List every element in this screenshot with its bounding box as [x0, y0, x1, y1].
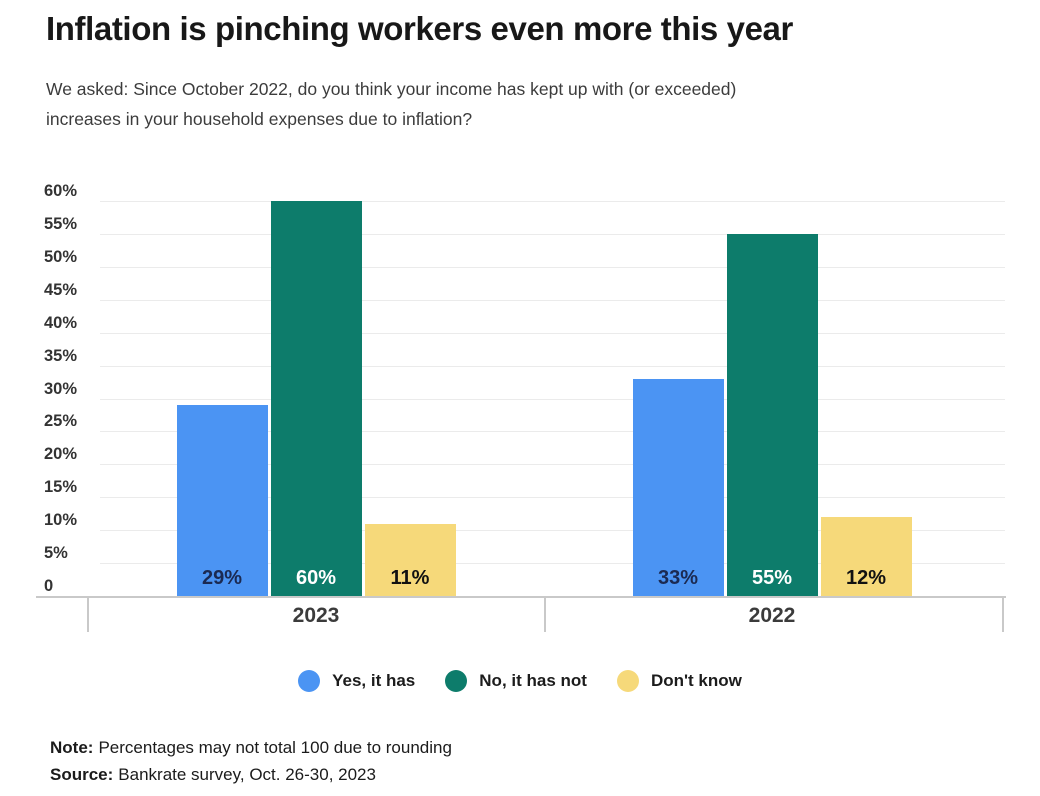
y-axis-tick-label: 5%	[44, 544, 68, 563]
source: Source: Bankrate survey, Oct. 26-30, 2023	[50, 761, 376, 788]
bar-value-label: 12%	[845, 567, 887, 589]
source-text: Bankrate survey, Oct. 26-30, 2023	[118, 765, 376, 784]
y-axis-tick-label: 15%	[44, 478, 78, 497]
source-label: Source:	[50, 765, 114, 784]
legend-item: Yes, it has	[298, 670, 415, 692]
gridline	[100, 332, 1005, 334]
gridline	[100, 233, 1005, 235]
note-text: Percentages may not total 100 due to rou…	[98, 738, 452, 757]
gridline	[100, 365, 1005, 367]
x-axis-tick	[87, 596, 89, 632]
legend-label: Don't know	[650, 671, 742, 690]
bar-2022-don-t-know: 12%	[820, 517, 912, 596]
bar-value-label: 33%	[657, 567, 699, 589]
bar-2022-yes-it-has: 33%	[632, 378, 724, 596]
legend-item: Don't know	[616, 670, 742, 692]
gridline	[100, 530, 1005, 532]
bar-value-label: 60%	[295, 567, 337, 589]
legend-label: No, it has not	[479, 671, 587, 690]
x-axis-tick	[544, 596, 546, 632]
y-axis-tick-label: 55%	[44, 214, 78, 233]
x-axis-tick	[1002, 596, 1004, 632]
bar-value-label: 29%	[201, 566, 243, 589]
note: Note: Percentages may not total 100 due t…	[50, 734, 452, 761]
legend-item: No, it has not	[445, 670, 587, 692]
bar-value-label: 11%	[390, 566, 430, 589]
x-axis-category-label: 2022	[748, 604, 796, 627]
note-label: Note:	[50, 738, 94, 757]
y-axis-tick-label: 10%	[44, 511, 78, 530]
legend-swatch-icon	[445, 670, 468, 692]
y-axis-tick-label: 35%	[44, 346, 78, 365]
gridline	[100, 563, 1005, 565]
bar-2023-no-it-has-not: 60%	[270, 201, 362, 596]
gridline	[100, 398, 1005, 400]
gridline	[100, 464, 1005, 466]
gridline	[100, 497, 1005, 499]
chart-subtitle: We asked: Since October 2022, do you thi…	[46, 79, 737, 129]
legend-label: Yes, it has	[332, 671, 416, 690]
legend-swatch-icon	[616, 670, 639, 692]
y-axis-tick-label: 40%	[44, 313, 78, 332]
legend-swatch-icon	[298, 670, 321, 692]
chart-title: Inflation is pinching workers even more …	[46, 10, 793, 47]
x-axis-category-label: 2023	[292, 604, 340, 627]
gridline	[100, 201, 1005, 202]
y-axis-tick-label: 50%	[44, 247, 78, 266]
y-axis-tick-label: 0	[44, 577, 54, 595]
bar-2023-yes-it-has: 29%	[176, 405, 268, 596]
y-axis-tick-label: 45%	[44, 280, 78, 299]
legend: Yes, it has No, it has not Don't know	[0, 670, 1040, 692]
y-axis-tick-label: 30%	[44, 379, 78, 398]
gridline	[100, 266, 1005, 268]
x-axis-line	[36, 596, 1006, 598]
y-axis-tick-label: 25%	[44, 412, 78, 431]
gridline	[100, 299, 1005, 301]
bar-2022-no-it-has-not: 55%	[726, 233, 818, 596]
y-axis-tick-label: 20%	[44, 445, 78, 464]
y-axis-tick-label: 60%	[44, 182, 78, 200]
bar-2023-don-t-know: 11%	[364, 523, 456, 596]
bar-value-label: 55%	[751, 566, 793, 589]
gridline	[100, 431, 1005, 433]
